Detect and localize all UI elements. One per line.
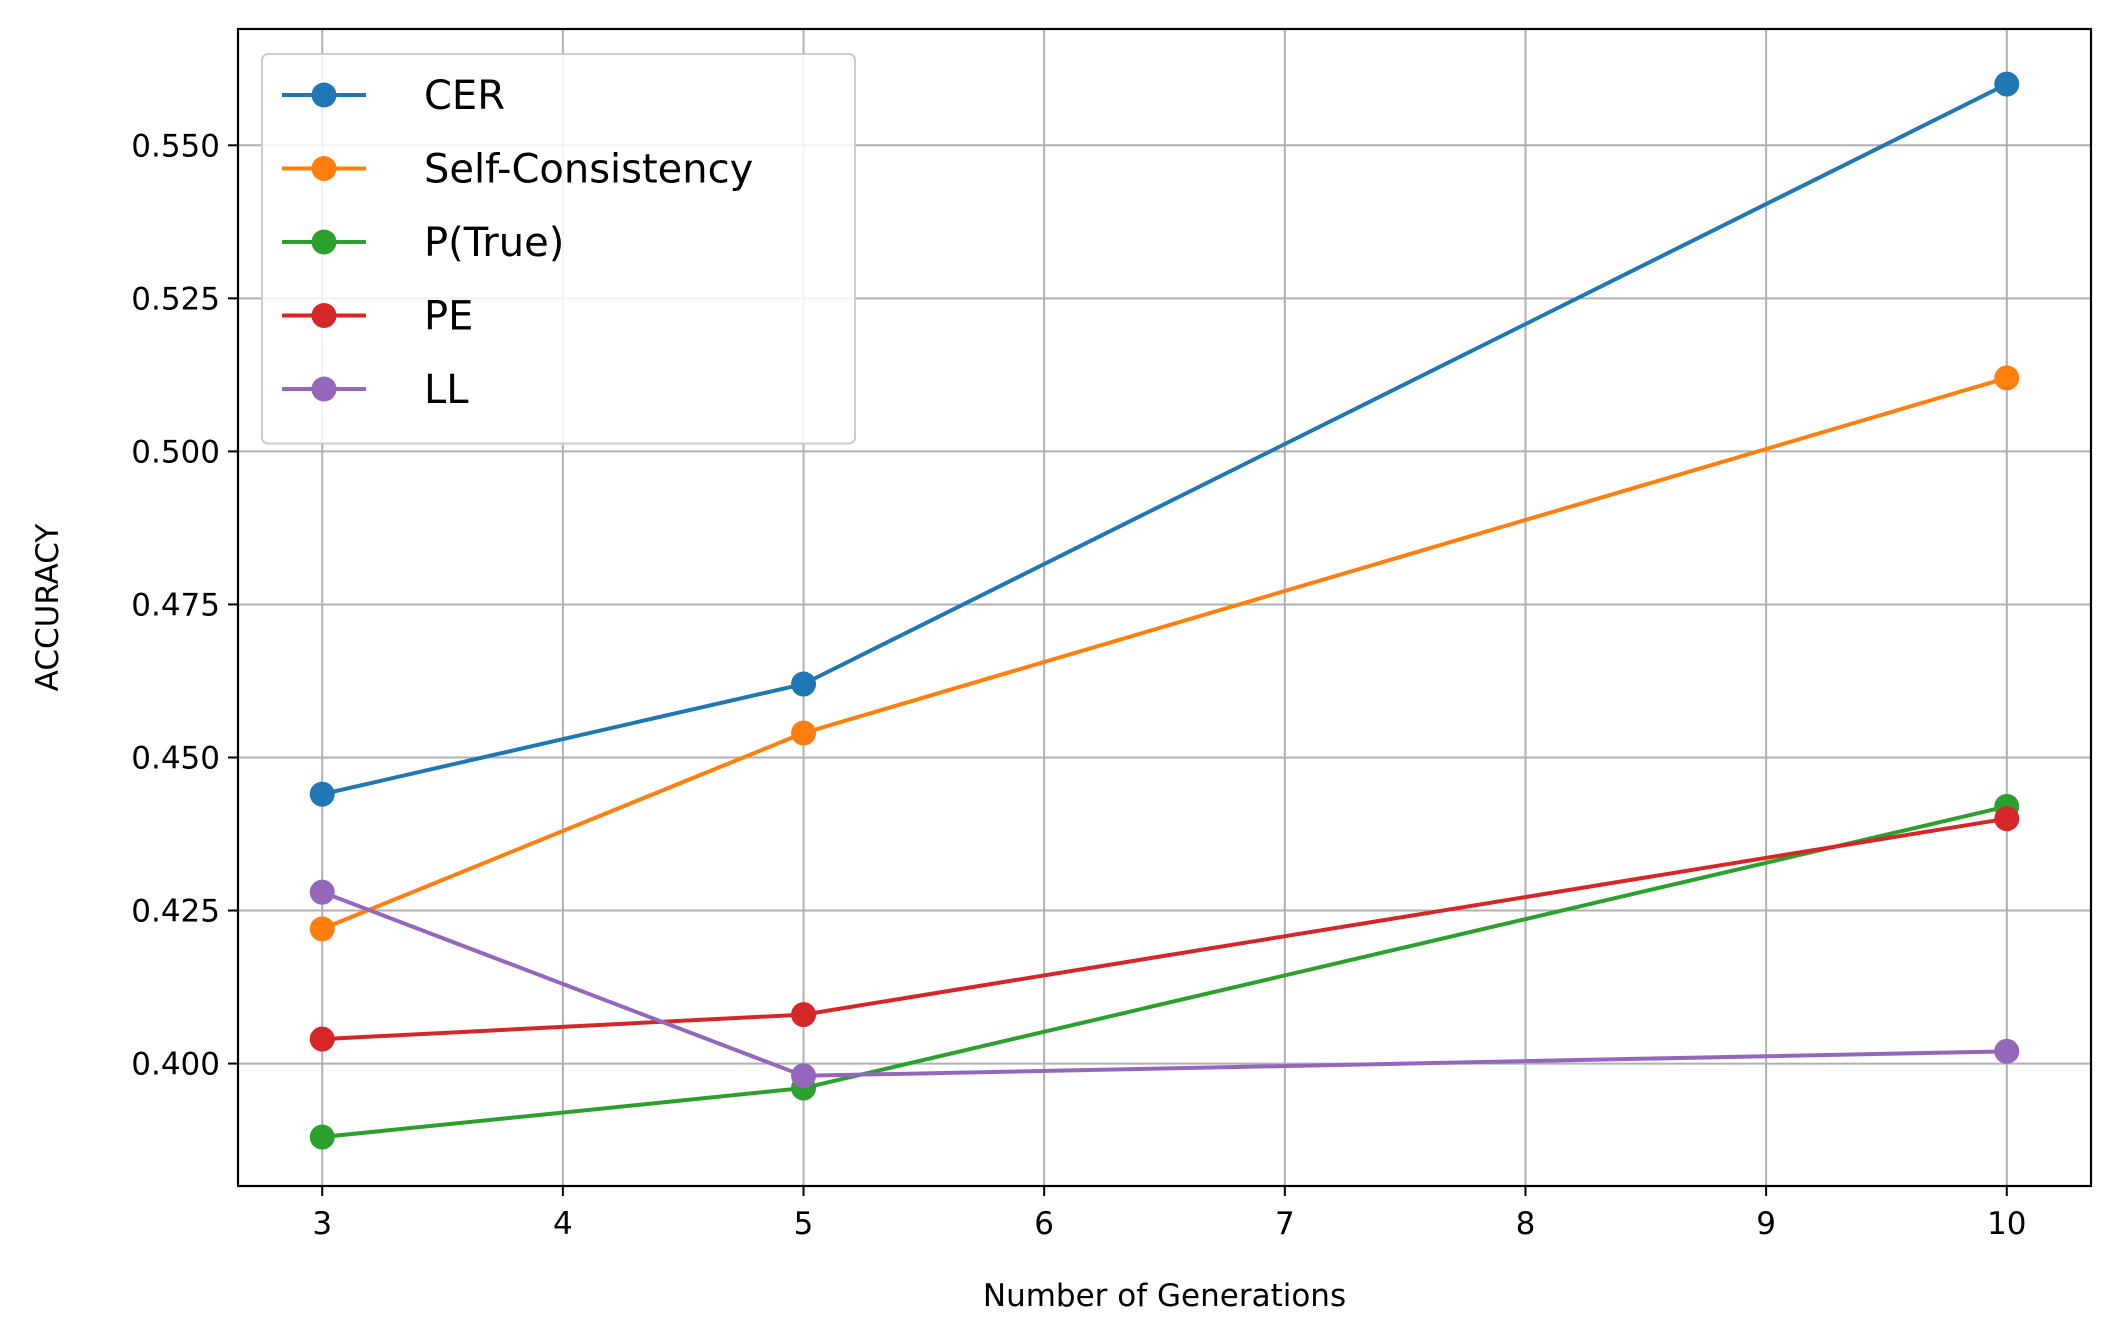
y-tick-label: 0.450 — [131, 740, 220, 776]
x-tick-label: 6 — [1034, 1206, 1054, 1242]
data-point-pe — [1994, 806, 2020, 832]
y-axis-label: ACCURACY — [30, 524, 66, 692]
legend-item-self-consistency: Self-Consistency — [282, 147, 753, 193]
legend-label-p-true: P(True) — [424, 220, 564, 266]
legend-item-cer: CER — [282, 73, 505, 119]
series-pe — [309, 806, 2020, 1052]
x-tick-label: 3 — [312, 1206, 332, 1242]
legend: CER Self-Consistency P(True) PE LL — [261, 53, 856, 445]
legend-item-pe: PE — [282, 294, 473, 340]
y-tick-label: 0.475 — [131, 587, 220, 623]
y-tick-label: 0.525 — [131, 281, 220, 317]
data-point-ll — [309, 879, 335, 905]
x-tick-label: 9 — [1756, 1206, 1776, 1242]
series-lines — [309, 71, 2020, 1150]
legend-item-ll: LL — [282, 367, 469, 413]
x-axis-label: Number of Generations — [983, 1278, 1346, 1314]
data-point-cer — [309, 781, 335, 807]
x-tick-label: 8 — [1516, 1206, 1536, 1242]
y-tick-label: 0.550 — [131, 128, 220, 164]
legend-label-cer: CER — [424, 73, 505, 119]
data-point-cer — [1994, 71, 2020, 97]
legend-item-p-true: P(True) — [282, 220, 564, 266]
data-point-pe — [309, 1026, 335, 1052]
legend-label-pe: PE — [424, 294, 473, 340]
y-tick-label: 0.400 — [131, 1047, 220, 1083]
data-point-p-true — [309, 1124, 335, 1150]
data-point-self-consistency — [1994, 365, 2020, 391]
data-point-pe — [791, 1002, 817, 1028]
legend-label-self-consistency: Self-Consistency — [424, 147, 753, 193]
series-self-consistency — [309, 365, 2020, 942]
data-point-self-consistency — [791, 720, 817, 746]
y-tick-label: 0.500 — [131, 434, 220, 470]
data-point-ll — [791, 1063, 817, 1089]
series-cer — [309, 71, 2020, 807]
legend-marker-p-true — [311, 229, 337, 255]
x-tick-label: 5 — [794, 1206, 814, 1242]
data-point-cer — [791, 671, 817, 697]
legend-box — [261, 53, 856, 445]
y-tick-label: 0.425 — [131, 894, 220, 930]
plot-area-frame — [236, 27, 2093, 1188]
legend-marker-ll — [311, 376, 337, 402]
legend-marker-self-consistency — [311, 156, 337, 181]
data-point-self-consistency — [309, 916, 335, 942]
axis-ticks: 3 4 5 6 7 8 9 10 0.400 0.425 0.450 0.475 0.500 0.525 0… — [131, 128, 2026, 1242]
x-tick-label: 4 — [553, 1206, 573, 1242]
x-tick-label: 7 — [1275, 1206, 1295, 1242]
legend-marker-pe — [311, 303, 337, 328]
legend-marker-cer — [311, 82, 337, 108]
data-point-ll — [1994, 1038, 2020, 1064]
x-tick-label: 10 — [1987, 1206, 2026, 1242]
series-ll — [309, 879, 2020, 1089]
legend-label-ll: LL — [424, 367, 469, 413]
